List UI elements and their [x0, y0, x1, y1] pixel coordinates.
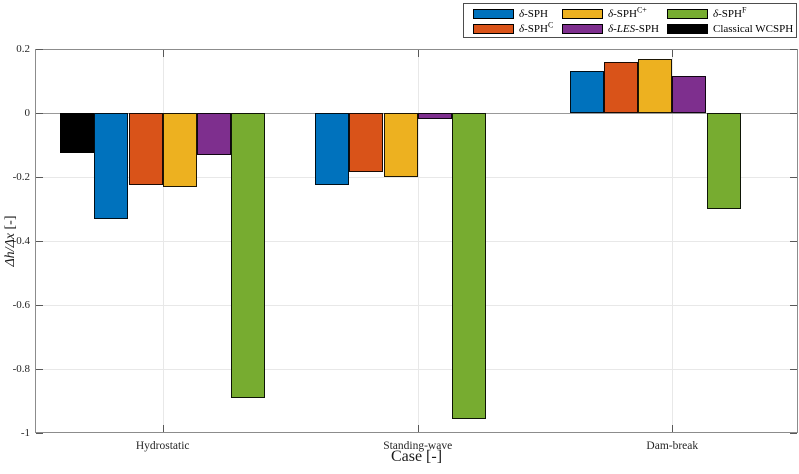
- ytick-left: [36, 369, 43, 370]
- ytick-right: [790, 177, 797, 178]
- bar-δ-LES-SPH: [196, 113, 232, 155]
- label-part: -SPH: [613, 7, 637, 20]
- x-tick-label: Hydrostatic: [135, 440, 190, 452]
- label-part: -SPH: [524, 22, 548, 35]
- xtick-bottom: [418, 425, 419, 432]
- gridline-y: [36, 177, 797, 178]
- ytick-left: [36, 305, 43, 306]
- bar-δ-SPH^C: [603, 61, 639, 113]
- legend-label: Classical WCSPH: [713, 23, 793, 35]
- legend-entry-δ-SPH: δ-SPH: [473, 7, 548, 20]
- legend: δ-SPH δ-SPHC δ-SPHC+ δ-LES-SPH δ-SPHF Classic…: [463, 3, 797, 38]
- label-part: δ: [519, 7, 525, 20]
- legend-swatch-δ-SPH^C: [473, 23, 514, 34]
- label-part: Δh/Δx: [3, 232, 18, 267]
- x-axis-label: Case [-]: [390, 448, 443, 465]
- y-tick-label: 0: [24, 107, 31, 119]
- gridline-x: [163, 50, 164, 432]
- label-part: δ: [608, 22, 614, 35]
- bar-δ-LES-SPH: [672, 76, 707, 113]
- ytick-right: [790, 113, 797, 114]
- bar-δ-SPH^C+: [383, 113, 418, 177]
- label-part: -SPH: [524, 7, 548, 20]
- label-part: LES: [616, 22, 636, 35]
- label-part: -SPH: [718, 7, 742, 20]
- xtick-top: [672, 50, 673, 57]
- legend-entry-Classical WCSPH: Classical WCSPH: [667, 22, 793, 35]
- label-part: δ: [608, 7, 614, 20]
- x-tick-label: Dam-break: [646, 440, 699, 452]
- bar-δ-SPH^C+: [162, 113, 197, 187]
- xtick-bottom: [672, 425, 673, 432]
- bar-δ-SPH: [569, 71, 604, 113]
- label-part: Classical WCSPH: [713, 22, 794, 35]
- bar-δ-LES-SPH: [417, 113, 452, 120]
- gridline-y: [36, 241, 797, 242]
- label-part: F: [741, 4, 747, 14]
- y-axis-label: Δh/Δx [-]: [3, 166, 23, 316]
- ytick-left: [36, 241, 43, 242]
- bar-δ-SPH^F: [706, 113, 741, 209]
- label-part: C: [547, 19, 554, 29]
- legend-swatch-Classical WCSPH: [667, 23, 708, 34]
- ytick-left: [36, 113, 43, 114]
- xtick-top: [418, 50, 419, 57]
- legend-swatch-δ-LES-SPH: [562, 23, 603, 34]
- label-part: -SPH: [635, 22, 659, 35]
- gridline-y: [36, 305, 797, 306]
- bar-δ-SPH^C: [349, 113, 384, 173]
- bar-δ-SPH: [315, 113, 350, 185]
- legend-swatch-δ-SPH^F: [667, 8, 708, 19]
- bar-δ-SPH^F: [231, 113, 266, 398]
- y-tick-label: -0.8: [12, 363, 30, 375]
- legend-label: δ-SPH: [519, 8, 548, 20]
- legend-label: δ-SPHC+: [608, 4, 647, 20]
- legend-entry-δ-LES-SPH: δ-LES-SPH: [562, 22, 659, 35]
- legend-label: δ-LES-SPH: [608, 23, 659, 35]
- label-part: δ: [519, 22, 525, 35]
- ytick-right: [790, 241, 797, 242]
- bar-Classical WCSPH: [60, 113, 95, 153]
- bar-δ-SPH^F: [451, 113, 487, 419]
- gridline-x: [672, 50, 673, 432]
- legend-label: δ-SPHC: [519, 19, 554, 35]
- bar-δ-SPH^C: [128, 113, 163, 185]
- label-part: -: [613, 22, 617, 35]
- y-tick-label: -1: [20, 427, 30, 439]
- ytick-left: [36, 177, 43, 178]
- legend-entry-δ-SPH^C+: δ-SPHC+: [562, 4, 647, 20]
- y-tick-label: -0.4: [12, 235, 30, 247]
- ytick-right: [790, 49, 797, 50]
- xtick-bottom: [163, 425, 164, 432]
- label-part: δ: [713, 7, 719, 20]
- y-tick-label: 0.2: [16, 43, 30, 55]
- legend-label: δ-SPHF: [713, 4, 747, 20]
- x-tick-label: Standing-wave: [383, 440, 453, 452]
- y-tick-label: -0.6: [12, 299, 30, 311]
- legend-entry-δ-SPH^C: δ-SPHC: [473, 19, 554, 35]
- y-tick-label: -0.2: [12, 171, 30, 183]
- bar-δ-SPH^C+: [638, 58, 673, 113]
- gridline-x: [418, 50, 419, 432]
- label-part: [-]: [3, 215, 18, 233]
- xtick-top: [163, 50, 164, 57]
- legend-swatch-δ-SPH: [473, 8, 514, 19]
- ytick-left: [36, 49, 43, 50]
- ytick-right: [790, 369, 797, 370]
- legend-swatch-δ-SPH^C+: [562, 8, 603, 19]
- label-part: C+: [636, 4, 647, 14]
- ytick-right: [790, 305, 797, 306]
- bar-δ-SPH: [94, 113, 129, 219]
- ytick-right: [790, 433, 797, 434]
- ytick-left: [36, 433, 43, 434]
- gridline-y: [36, 369, 797, 370]
- legend-entry-δ-SPH^F: δ-SPHF: [667, 4, 747, 20]
